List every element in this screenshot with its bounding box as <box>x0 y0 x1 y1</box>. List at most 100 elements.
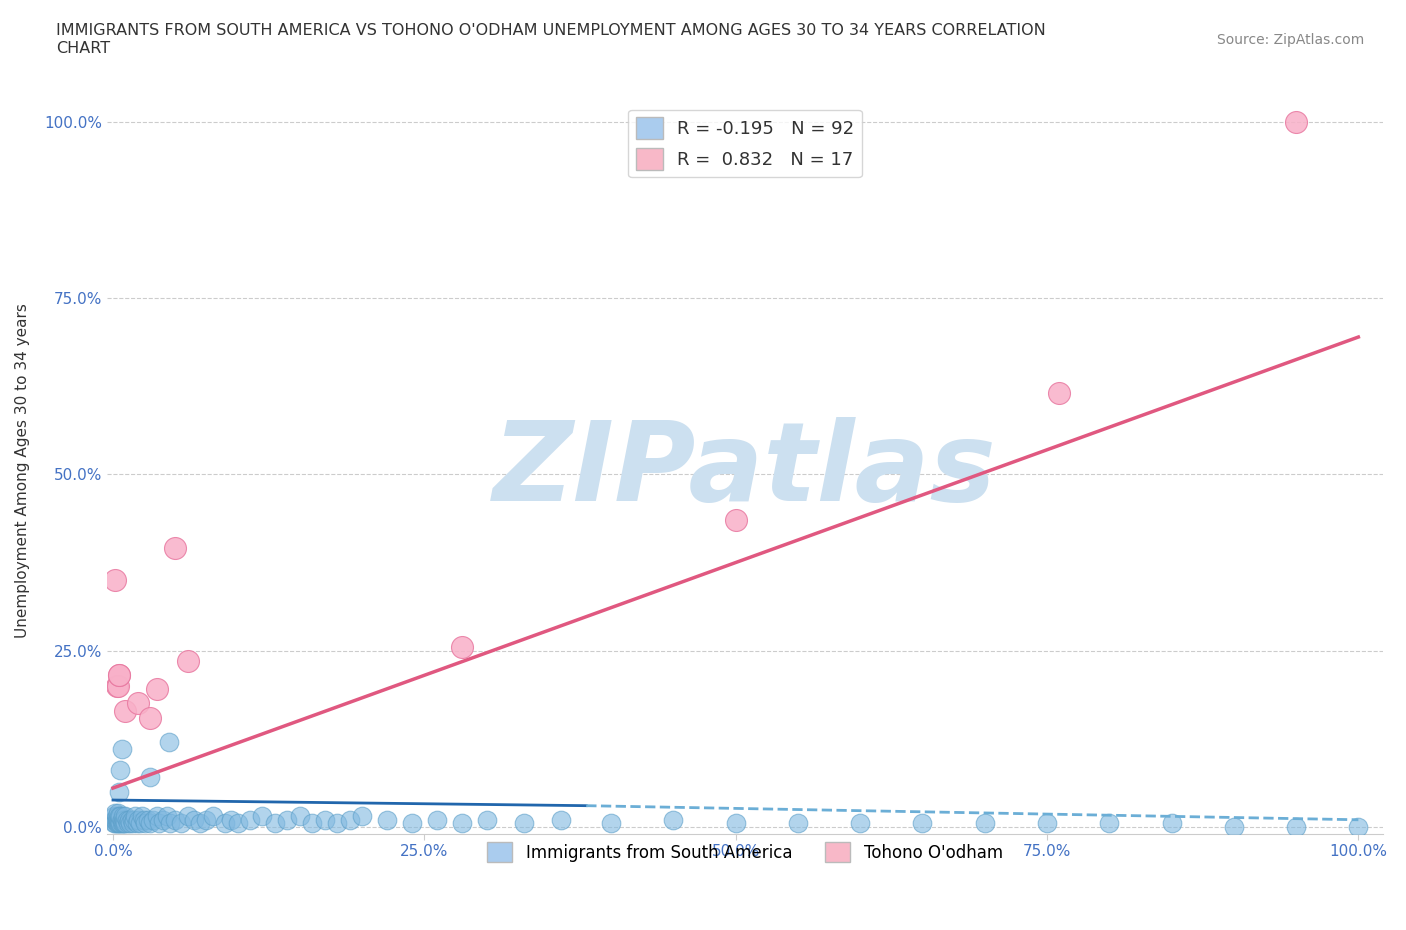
Point <box>111 809 134 824</box>
Point <box>1223 819 1246 834</box>
Point <box>122 816 145 830</box>
Point <box>108 668 131 683</box>
Point <box>114 703 136 718</box>
Point <box>1285 114 1308 129</box>
Point <box>107 816 129 830</box>
Point <box>104 816 127 830</box>
Point <box>108 784 131 799</box>
Point <box>339 812 361 827</box>
Point <box>105 678 128 693</box>
Point <box>662 812 685 827</box>
Point <box>110 809 132 824</box>
Point <box>122 812 145 827</box>
Point <box>131 809 153 824</box>
Point <box>221 812 243 827</box>
Legend: Immigrants from South America, Tohono O'odham: Immigrants from South America, Tohono O'… <box>481 835 1010 870</box>
Point <box>226 816 249 830</box>
Point <box>108 812 131 827</box>
Point <box>159 816 181 830</box>
Point <box>103 809 125 824</box>
Point <box>264 816 287 830</box>
Point <box>127 812 149 827</box>
Text: IMMIGRANTS FROM SOUTH AMERICA VS TOHONO O'ODHAM UNEMPLOYMENT AMONG AGES 30 TO 34: IMMIGRANTS FROM SOUTH AMERICA VS TOHONO … <box>56 23 1046 56</box>
Point <box>176 809 198 824</box>
Point <box>1285 819 1308 834</box>
Text: Source: ZipAtlas.com: Source: ZipAtlas.com <box>1216 33 1364 46</box>
Point <box>111 816 134 830</box>
Point <box>214 816 236 830</box>
Point <box>1160 816 1182 830</box>
Text: ZIPatlas: ZIPatlas <box>494 418 997 525</box>
Point <box>973 816 995 830</box>
Point <box>142 812 165 827</box>
Point <box>183 812 205 827</box>
Point <box>108 668 131 683</box>
Point <box>849 816 872 830</box>
Point <box>475 812 498 827</box>
Point <box>108 816 131 830</box>
Point <box>176 654 198 669</box>
Point <box>104 573 127 588</box>
Point <box>188 816 211 830</box>
Point <box>139 711 162 725</box>
Point <box>103 812 125 827</box>
Point <box>108 809 131 824</box>
Point <box>110 763 132 777</box>
Point <box>107 805 129 820</box>
Point <box>239 812 262 827</box>
Point <box>152 812 174 827</box>
Point <box>136 812 159 827</box>
Point <box>111 742 134 757</box>
Point <box>352 809 374 824</box>
Point <box>104 805 127 820</box>
Point <box>117 816 139 830</box>
Point <box>104 812 127 827</box>
Point <box>426 812 449 827</box>
Point <box>111 816 134 830</box>
Point <box>148 816 170 830</box>
Point <box>103 816 125 830</box>
Point <box>1347 819 1369 834</box>
Point <box>326 816 349 830</box>
Point <box>118 812 141 827</box>
Point <box>165 812 187 827</box>
Point <box>121 812 143 827</box>
Point <box>105 809 128 824</box>
Point <box>114 809 136 824</box>
Point <box>401 816 423 830</box>
Point <box>787 816 810 830</box>
Point <box>111 812 134 827</box>
Point <box>201 809 224 824</box>
Point <box>1049 386 1071 401</box>
Point <box>112 812 135 827</box>
Point <box>112 816 135 830</box>
Point <box>550 812 572 827</box>
Point <box>127 696 149 711</box>
Point <box>314 812 336 827</box>
Point <box>375 812 398 827</box>
Point <box>134 816 156 830</box>
Point <box>170 816 193 830</box>
Point <box>125 816 148 830</box>
Point <box>124 809 146 824</box>
Point <box>145 682 167 697</box>
Y-axis label: Unemployment Among Ages 30 to 34 years: Unemployment Among Ages 30 to 34 years <box>15 303 30 638</box>
Point <box>724 512 747 527</box>
Point <box>724 816 747 830</box>
Point <box>276 812 298 827</box>
Point <box>1036 816 1059 830</box>
Point <box>107 812 129 827</box>
Point <box>145 809 167 824</box>
Point <box>450 816 472 830</box>
Point <box>288 809 311 824</box>
Point <box>139 816 162 830</box>
Point <box>301 816 323 830</box>
Point <box>132 812 155 827</box>
Point <box>107 678 129 693</box>
Point <box>911 816 934 830</box>
Point <box>600 816 623 830</box>
Point <box>165 541 187 556</box>
Point <box>115 812 138 827</box>
Point <box>195 812 218 827</box>
Point <box>114 816 136 830</box>
